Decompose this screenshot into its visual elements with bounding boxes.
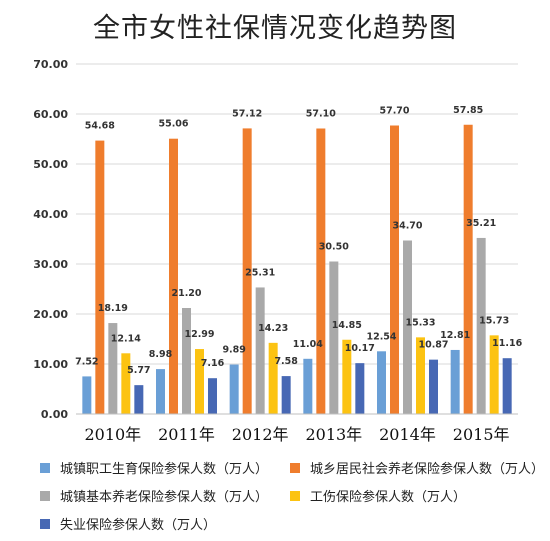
data-label: 25.31 [245,267,275,278]
bar [416,337,425,414]
data-label: 11.16 [492,338,522,349]
x-tick-label: 2013年 [305,425,362,444]
bar [195,349,204,414]
data-label: 30.50 [319,242,349,253]
chart-title: 全市女性社保情况变化趋势图 [93,13,457,44]
data-labels: 7.52 8.98 9.89 11.04 12.54 12.81 54.68 55.06 57.… [75,105,522,376]
bar [121,353,131,414]
bar [355,363,365,414]
legend-item: 失业保险参保人数（万人） [40,514,216,533]
legend-item: 城乡居民社会养老保险参保人数（万人） [290,458,544,477]
bar [134,385,144,414]
data-label: 14.85 [332,320,362,331]
data-label: 9.89 [222,345,245,356]
bar [229,364,239,414]
y-tick-label: 40.00 [33,208,68,221]
x-tick-label: 2010年 [84,425,141,444]
data-label: 12.14 [111,333,141,344]
legend-item: 工伤保险参保人数（万人） [290,486,466,505]
x-tick-label: 2015年 [453,425,510,444]
data-label: 14.23 [258,323,288,334]
x-tick-label: 2011年 [158,425,215,444]
data-label: 10.87 [418,340,448,351]
bar [463,124,473,414]
legend-label: 城乡居民社会养老保险参保人数（万人） [310,462,545,477]
bar [95,140,105,414]
bar [502,358,512,414]
y-tick-label: 10.00 [33,358,68,371]
x-tick-label: 2012年 [232,425,289,444]
bar [208,378,217,414]
data-label: 15.33 [405,317,435,328]
y-tick-label: 0.00 [41,408,68,421]
legend-item: 城镇职工生育保险参保人数（万人） [40,458,268,477]
bar [156,369,165,414]
bar [329,261,339,414]
data-label: 8.98 [149,349,173,360]
data-label: 10.17 [345,343,375,354]
data-label: 18.19 [98,303,128,314]
data-label: 55.06 [158,119,188,130]
y-tick-label: 50.00 [33,158,68,171]
data-label: 57.10 [306,109,336,120]
bar [303,358,313,414]
data-label: 12.99 [184,329,214,340]
bar [489,335,499,414]
data-label: 54.68 [85,121,115,132]
y-tick-label: 20.00 [33,308,68,321]
data-label: 5.77 [127,365,150,376]
data-label: 34.70 [392,221,422,232]
legend-label: 失业保险参保人数（万人） [60,518,217,533]
legend-swatch [40,518,50,529]
bar-series [82,124,512,414]
data-label: 57.12 [232,108,262,119]
bar [316,128,326,414]
bar-chart: 0.0010.0020.0030.0040.0050.0060.0070.00 … [33,58,522,444]
y-tick-label: 60.00 [33,108,68,121]
x-tick-label: 2014年 [379,425,436,444]
bar [268,342,278,414]
bar [403,240,412,414]
legend-item: 城镇基本养老保险参保人数（万人） [40,486,268,505]
bar [82,376,92,414]
legend-label: 工伤保险参保人数（万人） [310,490,467,505]
bar [390,125,399,414]
bar [377,351,386,414]
legend-label: 城镇基本养老保险参保人数（万人） [60,490,269,505]
legend-swatch [40,462,50,473]
bar [450,349,460,414]
legend-swatch [290,462,300,473]
data-label: 15.73 [479,315,509,326]
bar [281,376,291,414]
data-label: 21.20 [171,288,201,299]
bar [255,287,265,414]
legend-swatch [290,490,300,501]
data-label: 11.04 [293,339,323,350]
data-label: 12.81 [440,330,470,341]
bar [476,237,486,414]
bar [242,128,252,414]
bar [169,138,178,414]
data-label: 7.58 [274,356,298,367]
data-label: 35.21 [466,218,496,229]
y-tick-label: 30.00 [33,258,68,271]
data-label: 57.70 [379,106,409,117]
bar [429,359,438,414]
data-label: 7.16 [201,358,225,369]
bar [108,323,118,414]
data-label: 57.85 [453,105,483,116]
y-axis-ticks: 0.00 10.00 20.00 30.00 40.00 50.00 60.00 70.00 [33,58,68,421]
bar [182,308,191,414]
y-tick-label: 70.00 [33,58,68,71]
x-axis-ticks: 2010年 2011年 2012年 2013年 2014年 2015年 [76,413,518,444]
legend-label: 城镇职工生育保险参保人数（万人） [60,462,269,477]
data-label: 12.54 [366,331,396,342]
bar [342,339,352,414]
legend-swatch [40,490,50,501]
data-label: 7.52 [75,356,98,367]
